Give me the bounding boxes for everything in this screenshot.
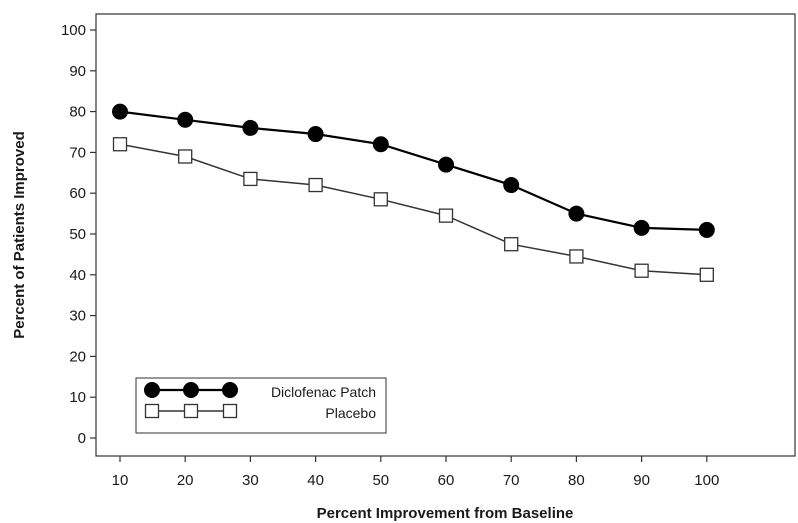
legend-marker: [183, 403, 199, 419]
data-point: [178, 149, 193, 164]
data-point: [177, 111, 194, 128]
x-tick-label: 90: [633, 472, 650, 489]
y-tick-label: 100: [61, 22, 86, 39]
series-line: [119, 143, 707, 276]
legend-markers: [144, 382, 238, 419]
data-point: [634, 263, 649, 278]
data-point: [307, 126, 324, 143]
legend: Diclofenac Patch Placebo: [135, 377, 387, 434]
data-point: [243, 171, 258, 187]
y-tick-label: 80: [69, 104, 86, 121]
legend-marker: [144, 382, 160, 398]
y-tick-label: 40: [69, 267, 86, 284]
data-point: [308, 177, 323, 193]
x-tick-label: 20: [177, 472, 194, 489]
series-diclofenac-patch: [112, 103, 715, 238]
legend-marker: [183, 382, 199, 398]
y-axis-title: Percent of Patients Improved: [11, 131, 28, 339]
data-point: [112, 137, 128, 152]
y-tick-label: 30: [69, 308, 86, 325]
data-point: [569, 249, 584, 264]
data-point: [633, 219, 650, 236]
x-tick-label: 40: [307, 472, 324, 489]
y-tick-label: 0: [78, 430, 86, 447]
data-point: [504, 237, 519, 252]
y-tick-label: 50: [69, 226, 86, 243]
x-tick-label: 10: [112, 472, 129, 489]
legend-marker: [222, 382, 238, 398]
data-point: [372, 136, 389, 153]
data-point: [242, 119, 259, 136]
x-tick-label: 100: [694, 472, 719, 489]
data-point: [568, 205, 585, 222]
legend-marker: [222, 403, 238, 419]
y-tick-label: 60: [69, 185, 86, 202]
y-axis: 0 10 20 30 40 50 60 70 80 90 100: [61, 22, 96, 447]
data-point: [438, 208, 454, 223]
y-tick-label: 90: [69, 63, 86, 80]
legend-box: [135, 377, 387, 434]
data-point: [373, 192, 388, 207]
data-point: [698, 221, 715, 238]
series-layer: [112, 103, 715, 282]
x-tick-label: 50: [372, 472, 389, 489]
legend-label-placebo: Placebo: [325, 405, 376, 421]
y-tick-label: 70: [69, 144, 86, 161]
data-point: [699, 267, 714, 282]
y-tick-label: 20: [69, 348, 86, 365]
x-tick-label: 70: [503, 472, 520, 489]
x-tick-label: 60: [438, 472, 455, 489]
data-point: [438, 156, 454, 173]
x-axis: 10 20 30 40 50 60 70 80 90 100: [112, 456, 719, 489]
legend-label-diclofenac: Diclofenac Patch: [271, 384, 376, 400]
x-axis-title: Percent Improvement from Baseline: [317, 505, 574, 522]
series-line: [119, 110, 707, 231]
series-placebo: [112, 137, 714, 282]
y-tick-label: 10: [69, 389, 86, 406]
data-point: [503, 177, 520, 194]
x-tick-label: 30: [242, 472, 259, 489]
legend-marker: [144, 403, 160, 419]
x-tick-label: 80: [568, 472, 585, 489]
data-point: [112, 103, 128, 120]
